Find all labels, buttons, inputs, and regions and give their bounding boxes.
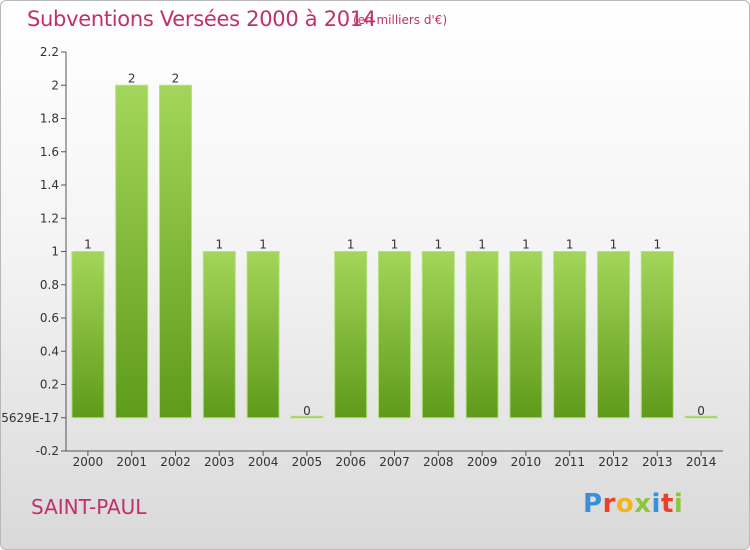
- y-tick-label: 1.2: [40, 211, 59, 225]
- bar: [640, 251, 674, 419]
- data-label: 0: [697, 404, 705, 418]
- bar: [421, 251, 455, 419]
- bar: [509, 251, 543, 419]
- x-tick-label: 2007: [379, 455, 410, 469]
- y-tick-label: -1.5629E-17: [1, 411, 59, 425]
- data-label: 1: [478, 238, 486, 252]
- logo-letter: i: [651, 489, 661, 519]
- y-tick-label: 0.8: [40, 278, 59, 292]
- x-tick-label: 2000: [73, 455, 104, 469]
- chart-title: Subventions Versées 2000 à 2014: [27, 7, 376, 31]
- x-tick-label: 2004: [248, 455, 279, 469]
- bar: [334, 251, 368, 419]
- logo-letter: i: [673, 489, 684, 519]
- data-label: 1: [259, 238, 267, 252]
- bar: [246, 251, 280, 419]
- bar: [597, 251, 630, 419]
- x-tick-label: 2001: [116, 455, 147, 469]
- bar: [71, 251, 105, 419]
- y-tick-label: 0.6: [40, 311, 59, 325]
- x-tick-label: 2005: [292, 455, 323, 469]
- y-tick-label: -0.2: [36, 444, 59, 458]
- data-label: 0: [303, 404, 311, 418]
- data-label: 2: [172, 71, 180, 85]
- bar: [684, 415, 718, 419]
- x-tick-label: 2011: [554, 455, 585, 469]
- x-tick-label: 2012: [598, 455, 629, 469]
- data-label: 1: [391, 238, 399, 252]
- data-label: 1: [566, 238, 574, 252]
- y-tick-label: 2: [51, 78, 59, 92]
- bar: [465, 251, 499, 419]
- commune-name: SAINT-PAUL: [31, 495, 147, 519]
- bar: [290, 415, 324, 419]
- logo-letter: t: [660, 489, 674, 519]
- proxiti-logo[interactable]: Proxiti: [583, 489, 683, 519]
- x-tick-label: 2009: [467, 455, 498, 469]
- logo-letter: P: [583, 489, 603, 519]
- y-tick-label: 1.4: [40, 178, 59, 192]
- data-label: 2: [128, 71, 136, 85]
- data-label: 1: [347, 238, 355, 252]
- data-label: 1: [610, 238, 618, 252]
- logo-letter: o: [615, 489, 635, 519]
- logo-letter: r: [602, 489, 616, 519]
- x-tick-label: 2008: [423, 455, 454, 469]
- y-tick-label: 1: [51, 245, 59, 259]
- x-tick-label: 2013: [642, 455, 673, 469]
- x-tick-label: 2006: [335, 455, 366, 469]
- y-tick-label: 0.2: [40, 378, 59, 392]
- logo-letter: x: [634, 489, 652, 519]
- y-tick-label: 1.6: [40, 145, 59, 159]
- bar: [553, 251, 587, 419]
- x-tick-label: 2014: [686, 455, 717, 469]
- x-tick-label: 2010: [511, 455, 542, 469]
- x-tick-label: 2003: [204, 455, 235, 469]
- x-tick-label: 2002: [160, 455, 191, 469]
- data-label: 1: [215, 238, 223, 252]
- bar: [159, 84, 192, 419]
- chart-units: (en milliers d'€): [353, 13, 448, 27]
- data-label: 1: [522, 238, 530, 252]
- y-tick-label: 0.4: [40, 344, 59, 358]
- bar: [115, 84, 149, 419]
- data-label: 1: [434, 238, 442, 252]
- bar: [202, 251, 236, 419]
- bar: [378, 251, 411, 419]
- y-tick-label: 2.2: [40, 45, 59, 59]
- y-tick-label: 1.8: [40, 112, 59, 126]
- data-label: 1: [84, 238, 92, 252]
- data-label: 1: [653, 238, 661, 252]
